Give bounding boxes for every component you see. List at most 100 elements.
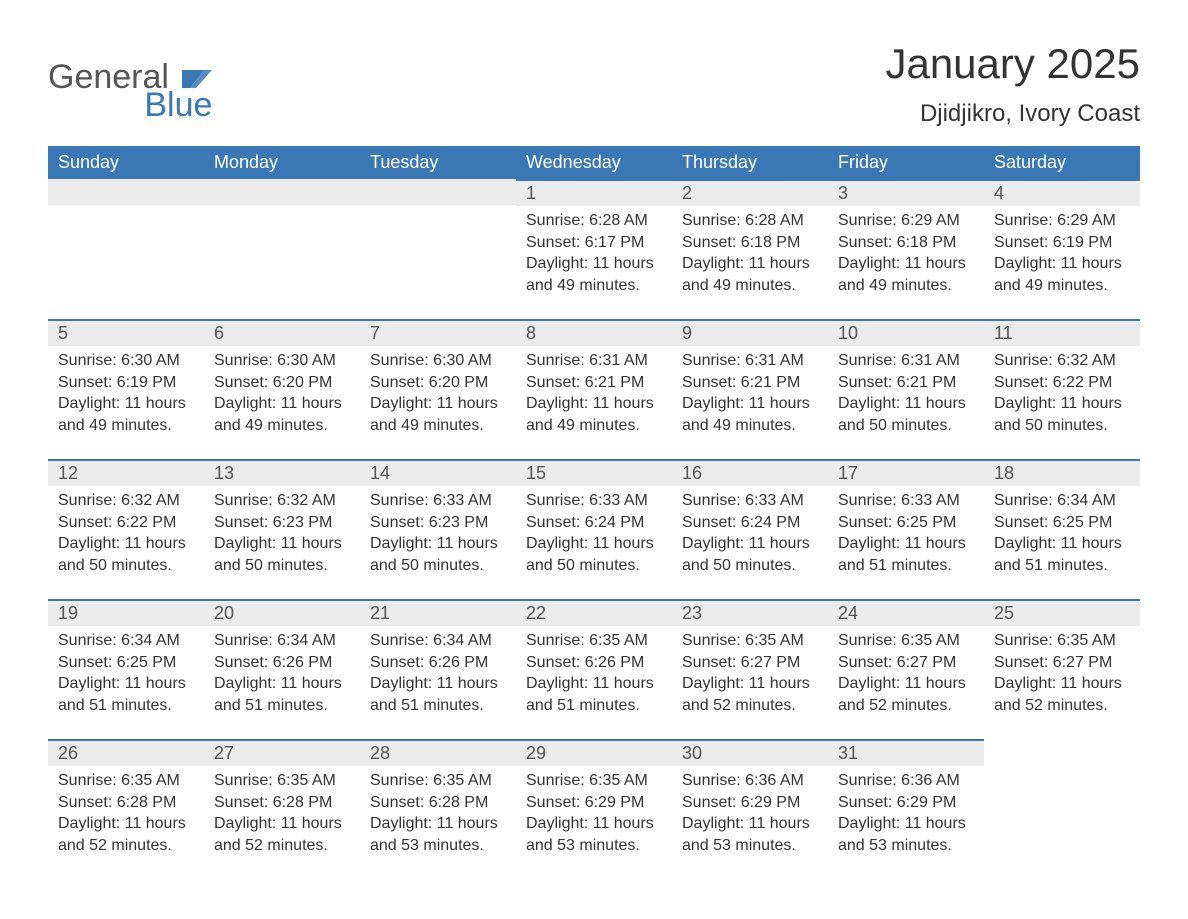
daylight-line: Daylight: 11 hours and 51 minutes. bbox=[526, 673, 662, 716]
day-number: 10 bbox=[828, 319, 984, 346]
calendar-body: 1Sunrise: 6:28 AMSunset: 6:17 PMDaylight… bbox=[48, 179, 1140, 879]
daylight-line: Daylight: 11 hours and 50 minutes. bbox=[370, 533, 506, 576]
weekday-header: Tuesday bbox=[360, 146, 516, 179]
sunset-line: Sunset: 6:29 PM bbox=[838, 792, 974, 814]
sunrise-line: Sunrise: 6:32 AM bbox=[994, 350, 1130, 372]
sunset-line: Sunset: 6:28 PM bbox=[370, 792, 506, 814]
sunset-line: Sunset: 6:27 PM bbox=[682, 652, 818, 674]
calendar-page: General Blue January 2025 Djidjikro, Ivo… bbox=[0, 0, 1188, 919]
daylight-line: Daylight: 11 hours and 50 minutes. bbox=[58, 533, 194, 576]
sunset-line: Sunset: 6:21 PM bbox=[838, 372, 974, 394]
daylight-line: Daylight: 11 hours and 50 minutes. bbox=[526, 533, 662, 576]
sunrise-line: Sunrise: 6:32 AM bbox=[214, 490, 350, 512]
day-number: 3 bbox=[828, 179, 984, 206]
day-number: 18 bbox=[984, 459, 1140, 486]
day-details: Sunrise: 6:31 AMSunset: 6:21 PMDaylight:… bbox=[672, 346, 828, 446]
calendar-cell: 12Sunrise: 6:32 AMSunset: 6:22 PMDayligh… bbox=[48, 459, 204, 599]
sunrise-line: Sunrise: 6:34 AM bbox=[58, 630, 194, 652]
day-details: Sunrise: 6:30 AMSunset: 6:19 PMDaylight:… bbox=[48, 346, 204, 446]
day-number: 26 bbox=[48, 739, 204, 766]
sunset-line: Sunset: 6:25 PM bbox=[994, 512, 1130, 534]
daylight-line: Daylight: 11 hours and 52 minutes. bbox=[214, 813, 350, 856]
day-details: Sunrise: 6:34 AMSunset: 6:26 PMDaylight:… bbox=[360, 626, 516, 726]
sunrise-line: Sunrise: 6:35 AM bbox=[526, 630, 662, 652]
day-number: 22 bbox=[516, 599, 672, 626]
sunset-line: Sunset: 6:18 PM bbox=[838, 232, 974, 254]
day-details: Sunrise: 6:32 AMSunset: 6:22 PMDaylight:… bbox=[984, 346, 1140, 446]
day-details: Sunrise: 6:35 AMSunset: 6:28 PMDaylight:… bbox=[204, 766, 360, 866]
page-subtitle: Djidjikro, Ivory Coast bbox=[885, 100, 1140, 128]
sunset-line: Sunset: 6:28 PM bbox=[214, 792, 350, 814]
sunset-line: Sunset: 6:17 PM bbox=[526, 232, 662, 254]
calendar-cell: 27Sunrise: 6:35 AMSunset: 6:28 PMDayligh… bbox=[204, 739, 360, 879]
calendar-cell: 30Sunrise: 6:36 AMSunset: 6:29 PMDayligh… bbox=[672, 739, 828, 879]
calendar-week-row: 19Sunrise: 6:34 AMSunset: 6:25 PMDayligh… bbox=[48, 599, 1140, 739]
day-details: Sunrise: 6:34 AMSunset: 6:25 PMDaylight:… bbox=[984, 486, 1140, 586]
day-details: Sunrise: 6:31 AMSunset: 6:21 PMDaylight:… bbox=[828, 346, 984, 446]
calendar-cell: 28Sunrise: 6:35 AMSunset: 6:28 PMDayligh… bbox=[360, 739, 516, 879]
daylight-line: Daylight: 11 hours and 49 minutes. bbox=[526, 393, 662, 436]
day-number: 21 bbox=[360, 599, 516, 626]
day-number: 16 bbox=[672, 459, 828, 486]
daylight-line: Daylight: 11 hours and 49 minutes. bbox=[58, 393, 194, 436]
daylight-line: Daylight: 11 hours and 51 minutes. bbox=[58, 673, 194, 716]
calendar-cell: 26Sunrise: 6:35 AMSunset: 6:28 PMDayligh… bbox=[48, 739, 204, 879]
calendar-week-row: 26Sunrise: 6:35 AMSunset: 6:28 PMDayligh… bbox=[48, 739, 1140, 879]
calendar-cell: 10Sunrise: 6:31 AMSunset: 6:21 PMDayligh… bbox=[828, 319, 984, 459]
weekday-header: Friday bbox=[828, 146, 984, 179]
calendar-cell: 20Sunrise: 6:34 AMSunset: 6:26 PMDayligh… bbox=[204, 599, 360, 739]
daylight-line: Daylight: 11 hours and 49 minutes. bbox=[682, 253, 818, 296]
calendar-cell: 22 Sunrise: 6:35 AMSunset: 6:26 PMDayligh… bbox=[516, 599, 672, 739]
sunrise-line: Sunrise: 6:35 AM bbox=[682, 630, 818, 652]
title-block: January 2025 Djidjikro, Ivory Coast bbox=[885, 40, 1140, 128]
page-title: January 2025 bbox=[885, 40, 1140, 88]
day-details: Sunrise: 6:35 AMSunset: 6:28 PMDaylight:… bbox=[48, 766, 204, 866]
sunrise-line: Sunrise: 6:36 AM bbox=[838, 770, 974, 792]
day-details: Sunrise: 6:32 AMSunset: 6:22 PMDaylight:… bbox=[48, 486, 204, 586]
calendar-week-row: 12Sunrise: 6:32 AMSunset: 6:22 PMDayligh… bbox=[48, 459, 1140, 599]
sunset-line: Sunset: 6:20 PM bbox=[370, 372, 506, 394]
sunrise-line: Sunrise: 6:29 AM bbox=[838, 210, 974, 232]
day-number: 2 bbox=[672, 179, 828, 206]
day-number: 11 bbox=[984, 319, 1140, 346]
weekday-header: Sunday bbox=[48, 146, 204, 179]
day-number: 31 bbox=[828, 739, 984, 766]
day-number: 4 bbox=[984, 179, 1140, 206]
calendar-cell: 25Sunrise: 6:35 AMSunset: 6:27 PMDayligh… bbox=[984, 599, 1140, 739]
sunset-line: Sunset: 6:25 PM bbox=[838, 512, 974, 534]
day-number: 12 bbox=[48, 459, 204, 486]
day-number: 23 bbox=[672, 599, 828, 626]
day-number: 30 bbox=[672, 739, 828, 766]
sunrise-line: Sunrise: 6:35 AM bbox=[370, 770, 506, 792]
calendar-cell: 4Sunrise: 6:29 AMSunset: 6:19 PMDaylight… bbox=[984, 179, 1140, 319]
sunrise-line: Sunrise: 6:35 AM bbox=[58, 770, 194, 792]
day-number: 6 bbox=[204, 319, 360, 346]
weekday-header: Thursday bbox=[672, 146, 828, 179]
weekday-header-row: Sunday Monday Tuesday Wednesday Thursday… bbox=[48, 146, 1140, 179]
daylight-line: Daylight: 11 hours and 49 minutes. bbox=[994, 253, 1130, 296]
sunrise-line: Sunrise: 6:33 AM bbox=[838, 490, 974, 512]
calendar-cell: 15Sunrise: 6:33 AMSunset: 6:24 PMDayligh… bbox=[516, 459, 672, 599]
daylight-line: Daylight: 11 hours and 51 minutes. bbox=[838, 533, 974, 576]
sunset-line: Sunset: 6:26 PM bbox=[526, 652, 662, 674]
daylight-line: Daylight: 11 hours and 52 minutes. bbox=[838, 673, 974, 716]
day-details: Sunrise: 6:35 AMSunset: 6:29 PMDaylight:… bbox=[516, 766, 672, 866]
sunrise-line: Sunrise: 6:31 AM bbox=[526, 350, 662, 372]
sunset-line: Sunset: 6:24 PM bbox=[682, 512, 818, 534]
weekday-header: Wednesday bbox=[516, 146, 672, 179]
calendar-cell: 17Sunrise: 6:33 AMSunset: 6:25 PMDayligh… bbox=[828, 459, 984, 599]
day-details: Sunrise: 6:32 AMSunset: 6:23 PMDaylight:… bbox=[204, 486, 360, 586]
sunrise-line: Sunrise: 6:30 AM bbox=[370, 350, 506, 372]
sunset-line: Sunset: 6:24 PM bbox=[526, 512, 662, 534]
calendar-cell: 23 Sunrise: 6:35 AMSunset: 6:27 PMDayligh… bbox=[672, 599, 828, 739]
calendar-cell: 18Sunrise: 6:34 AMSunset: 6:25 PMDayligh… bbox=[984, 459, 1140, 599]
calendar-week-row: 1Sunrise: 6:28 AMSunset: 6:17 PMDaylight… bbox=[48, 179, 1140, 319]
day-number: 9 bbox=[672, 319, 828, 346]
sunrise-line: Sunrise: 6:35 AM bbox=[994, 630, 1130, 652]
logo: General Blue bbox=[48, 60, 212, 122]
sunset-line: Sunset: 6:23 PM bbox=[370, 512, 506, 534]
daylight-line: Daylight: 11 hours and 51 minutes. bbox=[214, 673, 350, 716]
calendar-cell: 14Sunrise: 6:33 AMSunset: 6:23 PMDayligh… bbox=[360, 459, 516, 599]
daylight-line: Daylight: 11 hours and 52 minutes. bbox=[682, 673, 818, 716]
sunrise-line: Sunrise: 6:36 AM bbox=[682, 770, 818, 792]
